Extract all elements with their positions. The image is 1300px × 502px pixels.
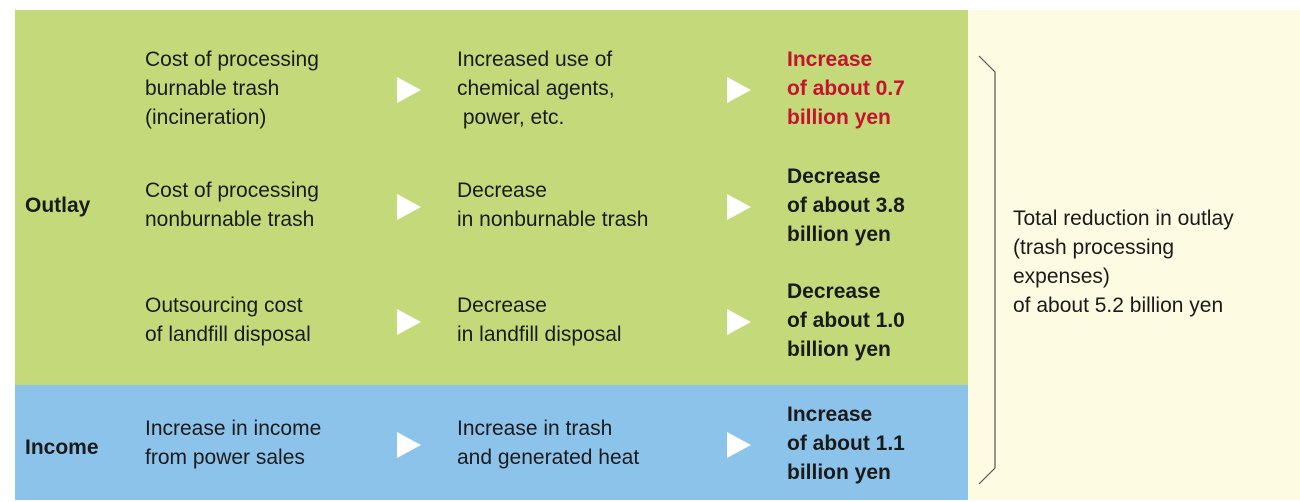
text-line: Cost of processing [145, 47, 319, 71]
text-line: in nonburnable trash [457, 208, 649, 231]
text-line: of about 1.1 [787, 431, 905, 455]
item-text: Cost of processing nonburnable trash [145, 176, 319, 234]
arrow [397, 309, 421, 335]
text-line: Cost of processing [145, 179, 319, 202]
item-text: Increase in income from power sales [145, 414, 321, 472]
cause-text: Decrease in nonburnable trash [457, 176, 648, 234]
total-block [968, 10, 1300, 500]
text-line: Outsourcing cost [145, 294, 303, 317]
text-line: (incineration) [145, 105, 267, 129]
text-line: of about 0.7 [787, 76, 905, 100]
bracket [978, 55, 996, 485]
arrow [397, 194, 421, 220]
text-line: of about 5.2 billion yen [1013, 294, 1224, 317]
text-line: from power sales [145, 446, 305, 469]
text-line: of about 3.8 [787, 193, 905, 217]
text-line: Increase in income [145, 417, 322, 440]
text-line: Total reduction in outlay [1013, 207, 1234, 230]
text-line: Decrease [457, 294, 547, 317]
arrow [727, 77, 751, 103]
text-line: power, etc. [457, 105, 565, 129]
text-line: Increase [787, 402, 873, 426]
text-line: chemical agents, [457, 76, 615, 100]
effect-text: Decrease of about 3.8 billion yen [787, 162, 905, 249]
text-line: of landfill disposal [145, 323, 311, 346]
text-line: billion yen [787, 337, 891, 361]
arrow [397, 432, 421, 458]
arrow [397, 77, 421, 103]
arrow [727, 432, 751, 458]
item-text: Outsourcing cost of landfill disposal [145, 291, 311, 349]
text-line: of about 1.0 [787, 308, 905, 332]
item-text: Cost of processing burnable trash (inciner… [145, 45, 319, 132]
text-line: billion yen [787, 460, 891, 484]
text-line: burnable trash [145, 76, 280, 100]
text-line: Decrease [457, 179, 547, 202]
cause-text: Decrease in landfill disposal [457, 291, 622, 349]
text-line: and generated heat [457, 446, 640, 469]
text-line: nonburnable trash [145, 208, 315, 231]
outlay-block [15, 10, 968, 385]
arrow [727, 309, 751, 335]
text-line: Increase in trash [457, 417, 613, 440]
total-text: Total reduction in outlay (trash processi… [1013, 204, 1234, 320]
effect-text: Increase of about 1.1 billion yen [787, 400, 905, 487]
arrow [727, 194, 751, 220]
text-line: billion yen [787, 222, 891, 246]
section-label: Income [25, 435, 99, 459]
text-line: Decrease [787, 164, 881, 188]
effect-text: Decrease of about 1.0 billion yen [787, 277, 905, 364]
text-line: Increased use of [457, 47, 613, 71]
text-line: (trash processing [1013, 236, 1175, 259]
text-line: Decrease [787, 279, 881, 303]
cause-text: Increased use of chemical agents, power, … [457, 45, 615, 132]
cause-text: Increase in trash and generated heat [457, 414, 639, 472]
section-label: Outlay [25, 193, 91, 217]
income-block [15, 385, 968, 500]
effect-text: Increase of about 0.7 billion yen [787, 45, 905, 132]
text-line: Increase [787, 47, 873, 71]
text-line: expenses) [1013, 265, 1110, 288]
text-line: billion yen [787, 105, 891, 129]
text-line: in landfill disposal [457, 323, 622, 346]
